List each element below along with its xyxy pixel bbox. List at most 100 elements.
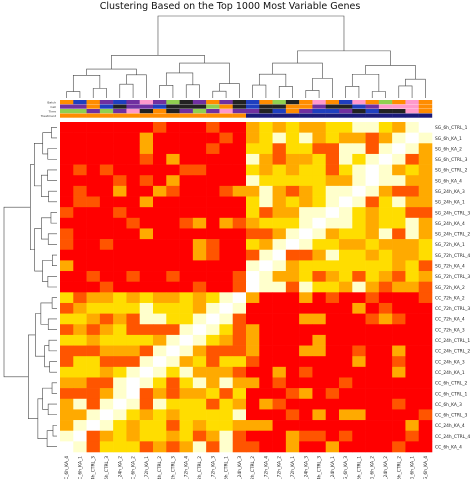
heatmap-cell: [99, 239, 114, 251]
heatmap-cell: [232, 239, 247, 251]
heatmap-cell: [246, 217, 260, 229]
heatmap-cell: [352, 281, 366, 293]
heatmap-cell: [60, 153, 74, 165]
heatmap-cell: [192, 409, 207, 421]
heatmap-cell: [86, 143, 101, 155]
heatmap-cell: [418, 430, 433, 442]
heatmap-cell: [219, 302, 234, 314]
heatmap-cell: [246, 228, 260, 240]
heatmap-cell: [99, 356, 114, 368]
heatmap-cell: [259, 292, 273, 304]
row-dendrogram-branch: [42, 260, 53, 282]
annotation-cell: [246, 109, 260, 114]
heatmap-cell: [192, 153, 207, 165]
heatmap-cell: [365, 281, 380, 293]
annotation-cell: [352, 104, 366, 109]
heatmap-cell: [206, 281, 220, 293]
heatmap-cell: [325, 313, 340, 325]
annotation-cell: [232, 100, 247, 105]
heatmap-cell: [60, 217, 74, 229]
annotation-cell: [339, 100, 353, 105]
heatmap-cell: [99, 441, 114, 453]
column-dendrogram-branch: [258, 73, 287, 87]
heatmap-cell: [246, 271, 260, 282]
heatmap-cell: [392, 377, 406, 389]
heatmap-cell: [285, 302, 300, 314]
row-dendrogram-branch: [47, 276, 57, 288]
heatmap-cell: [285, 196, 300, 208]
heatmap-cell: [126, 281, 141, 293]
annotation-cell: [378, 104, 393, 109]
heatmap-cell: [139, 122, 154, 133]
heatmap-cell: [219, 345, 234, 357]
heatmap-cell: [126, 366, 141, 378]
column-label: CC_24h_CTRL_3: [91, 456, 97, 479]
heatmap-cell: [113, 356, 127, 368]
column-label: CC_24h_KA_3: [237, 456, 243, 479]
heatmap-cell: [206, 153, 220, 165]
heatmap-cell: [352, 207, 366, 219]
column-label: SG_24h_CTRL_3: [317, 456, 323, 479]
heatmap-cell: [285, 366, 300, 378]
heatmap-cell: [60, 409, 74, 421]
heatmap-cell: [179, 430, 194, 442]
row-dendrogram-branch: [40, 302, 53, 325]
row-label: CC_24h_KA_1: [435, 370, 465, 376]
column-dendrogram-branch: [305, 90, 320, 98]
heatmap-cell: [219, 313, 234, 325]
annotation-cell: [232, 109, 247, 114]
heatmap-cell: [285, 334, 300, 346]
heatmap-cell: [153, 175, 167, 187]
heatmap-cell: [312, 153, 327, 165]
heatmap-cell: [339, 239, 353, 251]
heatmap-cell: [392, 271, 406, 282]
heatmap-cell: [392, 345, 406, 357]
heatmap-cell: [272, 260, 287, 272]
heatmap-cell: [418, 334, 433, 346]
heatmap-cell: [192, 143, 207, 155]
heatmap-cell: [272, 271, 287, 282]
heatmap-cell: [246, 334, 260, 346]
heatmap-cell: [352, 377, 366, 389]
heatmap-cell: [179, 281, 194, 293]
row-labels: SG_6h_CTRL_1 SG_6h_KA_1 SG_6h_KA_2 SG_6h_CT…: [435, 125, 470, 450]
heatmap-cell: [126, 153, 141, 165]
heatmap-cell: [60, 271, 74, 282]
heatmap-cell: [285, 143, 300, 155]
heatmap-cell: [126, 260, 141, 272]
heatmap-cell: [126, 143, 141, 155]
heatmap-cell: [365, 441, 380, 453]
heatmap-cell: [405, 334, 420, 346]
heatmap-cell: [405, 388, 420, 400]
heatmap-cell: [418, 324, 433, 336]
heatmap-cell: [139, 196, 154, 208]
annotation-cell: [206, 109, 220, 114]
heatmap-cell: [153, 366, 167, 378]
heatmap-cell: [139, 441, 154, 453]
heatmap-cell: [232, 249, 247, 261]
row-dendrogram-branch: [28, 334, 38, 420]
row-dendrogram-branch: [34, 142, 43, 187]
heatmap-cell: [299, 377, 313, 389]
heatmap-cell: [126, 228, 141, 240]
annotation-cell: [299, 100, 313, 105]
annotation-cell: [139, 109, 154, 114]
heatmap-cell: [272, 175, 287, 187]
annotation-cell: [113, 100, 127, 105]
heatmap-cell: [418, 356, 433, 368]
heatmap-cell: [153, 207, 167, 219]
heatmap-cell: [232, 143, 247, 155]
heatmap-cell: [352, 249, 366, 261]
heatmap-cell: [378, 313, 393, 325]
heatmap-cell: [126, 122, 141, 133]
heatmap-cell: [153, 153, 167, 165]
heatmap-cell: [219, 185, 234, 197]
heatmap-cell: [113, 324, 127, 336]
heatmap-cell: [352, 345, 366, 357]
heatmap-cell: [206, 302, 220, 314]
heatmap-cell: [166, 345, 180, 357]
heatmap-cell: [246, 441, 260, 453]
heatmap-cell: [339, 398, 353, 410]
heatmap-cell: [73, 366, 87, 378]
heatmap-cell: [232, 292, 247, 304]
